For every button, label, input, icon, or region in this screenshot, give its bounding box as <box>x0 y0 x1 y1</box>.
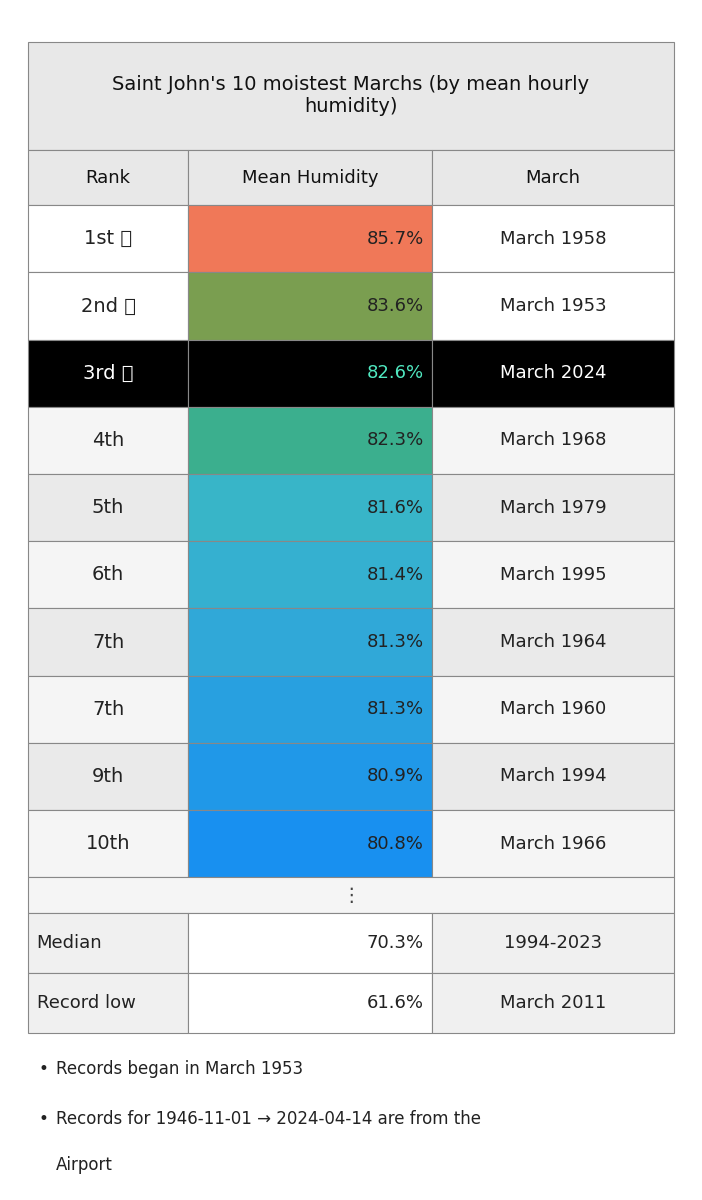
Bar <box>28 608 188 676</box>
Text: 80.8%: 80.8% <box>367 835 424 853</box>
Text: Records began in March 1953: Records began in March 1953 <box>56 1060 303 1078</box>
Bar <box>188 407 432 474</box>
Text: Mean Humidity: Mean Humidity <box>242 168 378 186</box>
Bar <box>28 340 188 407</box>
Bar <box>188 272 432 340</box>
Text: Record low: Record low <box>37 995 135 1013</box>
Text: March 1953: March 1953 <box>500 298 607 316</box>
Bar <box>188 541 432 608</box>
Text: March 1995: March 1995 <box>500 566 607 584</box>
Bar <box>28 42 674 150</box>
Text: 81.3%: 81.3% <box>367 701 424 719</box>
Bar <box>28 743 188 810</box>
Text: 82.6%: 82.6% <box>367 365 424 383</box>
Text: 81.4%: 81.4% <box>367 566 424 584</box>
Text: ⋮: ⋮ <box>341 886 361 905</box>
Text: March 1960: March 1960 <box>500 701 607 719</box>
Bar <box>432 272 674 340</box>
Text: March 1994: March 1994 <box>500 768 607 786</box>
Bar <box>28 150 188 205</box>
Text: Saint John's 10 moistest Marchs (by mean hourly
humidity): Saint John's 10 moistest Marchs (by mean… <box>112 76 590 116</box>
Text: •: • <box>39 1110 48 1128</box>
Bar <box>432 474 674 541</box>
Text: Median: Median <box>37 935 102 953</box>
Bar <box>432 913 674 973</box>
Bar <box>432 340 674 407</box>
Bar <box>432 810 674 877</box>
Bar <box>28 810 188 877</box>
Bar <box>188 743 432 810</box>
Bar <box>28 205 188 272</box>
Text: March 1979: March 1979 <box>500 499 607 517</box>
Text: March 1958: March 1958 <box>500 230 607 248</box>
Bar <box>188 340 432 407</box>
Text: March 1964: March 1964 <box>500 634 607 652</box>
Bar <box>28 676 188 743</box>
Bar <box>432 150 674 205</box>
Bar <box>28 877 674 913</box>
Text: 6th: 6th <box>92 565 124 584</box>
Bar <box>28 272 188 340</box>
Bar <box>188 150 432 205</box>
Text: 81.3%: 81.3% <box>367 634 424 652</box>
Text: 3rd 🥉: 3rd 🥉 <box>83 364 133 383</box>
Text: March 2024: March 2024 <box>500 365 607 383</box>
Text: March 2011: March 2011 <box>500 995 607 1013</box>
Bar <box>28 474 188 541</box>
Text: March 1968: March 1968 <box>500 432 607 450</box>
Text: 2nd 🥈: 2nd 🥈 <box>81 296 135 316</box>
Bar <box>432 676 674 743</box>
Bar <box>188 608 432 676</box>
Bar <box>188 810 432 877</box>
Text: March: March <box>526 168 581 186</box>
Bar <box>28 973 188 1033</box>
Text: 4th: 4th <box>92 431 124 450</box>
Bar <box>188 676 432 743</box>
Text: 9th: 9th <box>92 767 124 786</box>
Text: Airport: Airport <box>56 1156 113 1174</box>
Text: 80.9%: 80.9% <box>367 768 424 786</box>
Text: 7th: 7th <box>92 700 124 719</box>
Text: 82.3%: 82.3% <box>366 432 424 450</box>
Text: •: • <box>39 1060 48 1078</box>
Text: 70.3%: 70.3% <box>367 935 424 953</box>
Bar <box>188 913 432 973</box>
Text: 1st 🥇: 1st 🥇 <box>84 229 132 248</box>
Text: Records for 1946-11-01 → 2024-04-14 are from the: Records for 1946-11-01 → 2024-04-14 are … <box>56 1110 481 1128</box>
Bar <box>432 743 674 810</box>
Bar <box>28 407 188 474</box>
Text: 61.6%: 61.6% <box>367 995 424 1013</box>
Bar <box>432 205 674 272</box>
Bar <box>188 474 432 541</box>
Bar <box>188 973 432 1033</box>
Text: 7th: 7th <box>92 632 124 652</box>
Text: 85.7%: 85.7% <box>366 230 424 248</box>
Text: 81.6%: 81.6% <box>367 499 424 517</box>
Bar <box>432 608 674 676</box>
Bar <box>432 541 674 608</box>
Text: 83.6%: 83.6% <box>367 298 424 316</box>
Text: 1994-2023: 1994-2023 <box>504 935 602 953</box>
Bar <box>432 407 674 474</box>
Bar <box>28 541 188 608</box>
Bar <box>432 973 674 1033</box>
Text: Rank: Rank <box>86 168 131 186</box>
Text: March 1966: March 1966 <box>500 835 607 853</box>
Bar <box>28 913 188 973</box>
Text: 10th: 10th <box>86 834 131 853</box>
Bar <box>188 205 432 272</box>
Text: 5th: 5th <box>92 498 124 517</box>
